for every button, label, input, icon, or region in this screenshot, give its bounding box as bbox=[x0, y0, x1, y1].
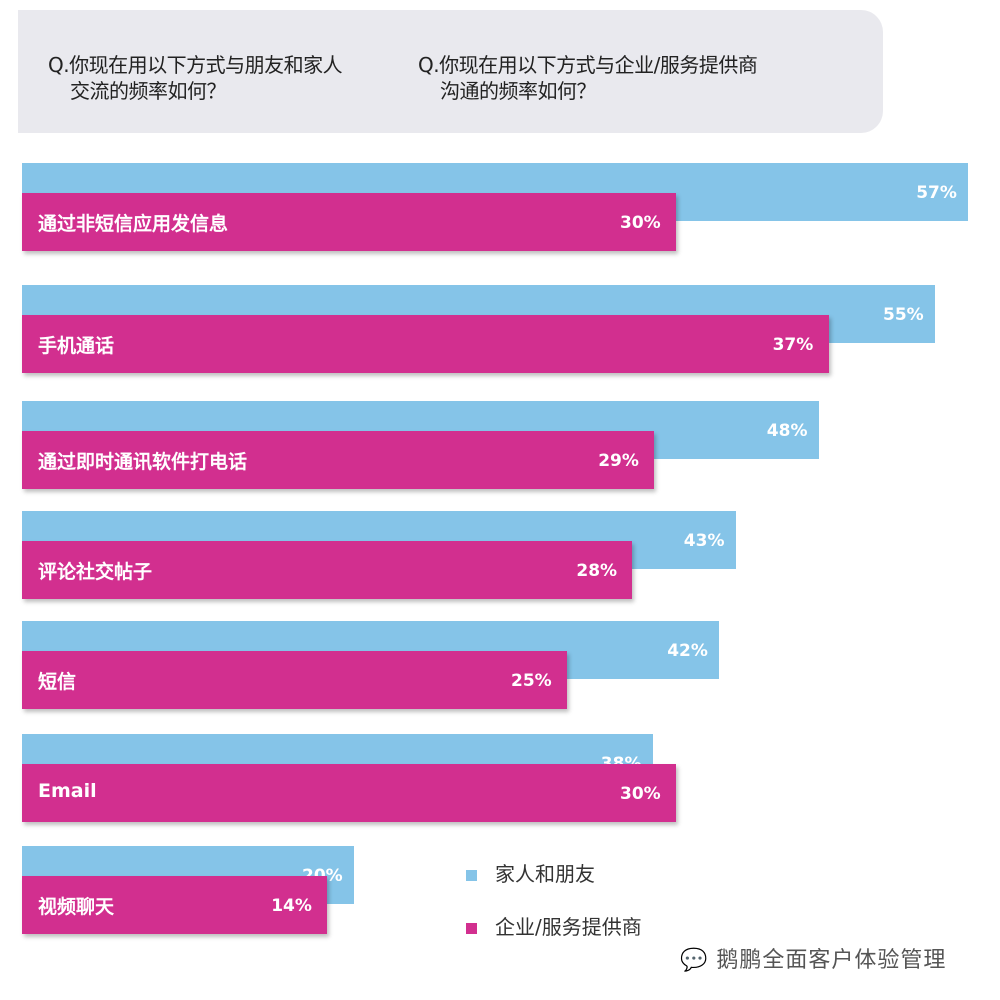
value-label-business: 37% bbox=[772, 335, 814, 355]
watermark-text: 鹅鹏全面客户体验管理 bbox=[716, 948, 947, 973]
bar-business bbox=[22, 431, 655, 489]
question-header: Q.你现在用以下方式与朋友和家人 交流的频率如何？ Q.你现在用以下方式与企业/… bbox=[18, 10, 883, 133]
question-line: 交流的频率如何？ bbox=[70, 79, 227, 103]
question-friends-family: Q.你现在用以下方式与朋友和家人 交流的频率如何？ bbox=[48, 52, 343, 104]
wechat-icon: 💬 bbox=[680, 948, 709, 973]
value-label-friends-family: 43% bbox=[683, 531, 725, 551]
question-business: Q.你现在用以下方式与企业/服务提供商 沟通的频率如何？ bbox=[418, 52, 758, 104]
value-label-business: 14% bbox=[271, 896, 312, 916]
value-label-business: 30% bbox=[620, 784, 661, 804]
legend-item-friends-family: 家人和朋友 bbox=[466, 858, 595, 887]
value-label-friends-family: 57% bbox=[916, 183, 957, 203]
legend-swatch-magenta bbox=[466, 923, 477, 934]
value-label-business: 29% bbox=[598, 451, 639, 471]
value-label-friends-family: 42% bbox=[667, 641, 708, 661]
legend-label: 企业/服务提供商 bbox=[495, 915, 642, 939]
legend-label: 家人和朋友 bbox=[495, 862, 595, 886]
category-label: 手机通话 bbox=[38, 335, 115, 357]
category-label: 通过非短信应用发信息 bbox=[38, 213, 229, 235]
question-line: Q.你现在用以下方式与企业/服务提供商 bbox=[418, 53, 758, 77]
bar-business bbox=[22, 764, 676, 822]
legend-swatch-blue bbox=[466, 870, 477, 881]
bar-business bbox=[22, 193, 676, 251]
value-label-friends-family: 55% bbox=[883, 305, 924, 325]
value-label-business: 30% bbox=[620, 213, 661, 233]
legend-item-business: 企业/服务提供商 bbox=[466, 911, 642, 940]
category-label: 评论社交帖子 bbox=[38, 561, 153, 583]
category-label: 视频聊天 bbox=[38, 896, 115, 918]
value-label-business: 28% bbox=[576, 561, 618, 581]
category-label: 短信 bbox=[38, 671, 77, 693]
question-line: Q.你现在用以下方式与朋友和家人 bbox=[48, 53, 343, 77]
bar-business bbox=[22, 315, 829, 373]
watermark: 💬 鹅鹏全面客户体验管理 bbox=[680, 942, 946, 974]
bar-business bbox=[22, 651, 567, 709]
bar-business bbox=[22, 876, 328, 934]
value-label-friends-family: 48% bbox=[766, 421, 808, 441]
question-line: 沟通的频率如何？ bbox=[440, 79, 597, 103]
value-label-business: 25% bbox=[511, 671, 552, 691]
category-label: Email bbox=[38, 780, 97, 802]
bar-business bbox=[22, 541, 633, 599]
category-label: 通过即时通讯软件打电话 bbox=[38, 451, 248, 473]
